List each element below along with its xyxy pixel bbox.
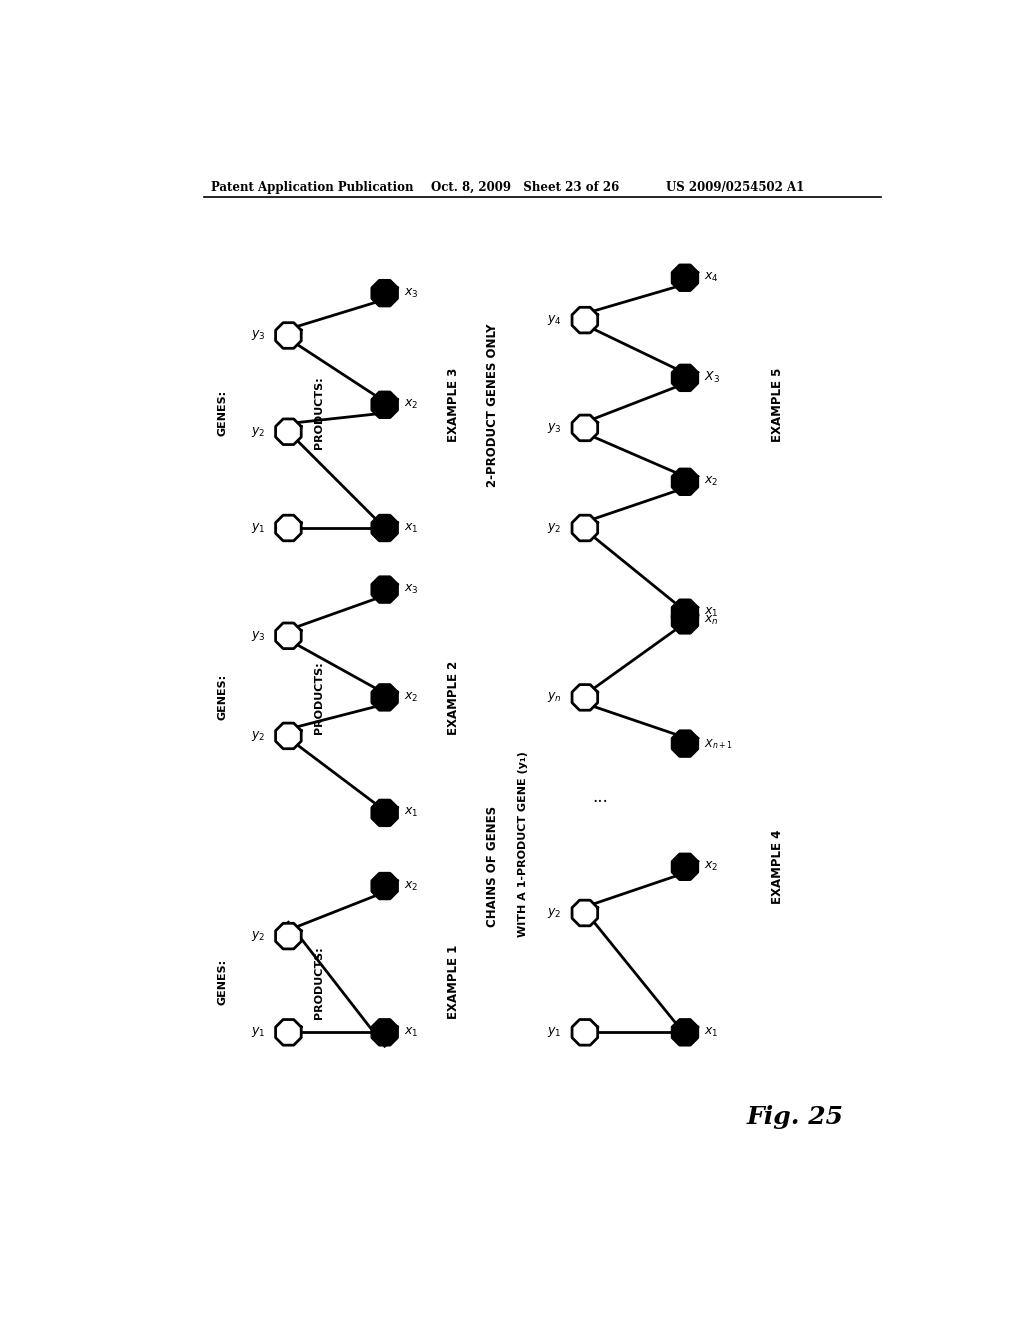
Text: $y_1$: $y_1$	[547, 1026, 562, 1039]
Text: US 2009/0254502 A1: US 2009/0254502 A1	[666, 181, 804, 194]
Polygon shape	[672, 731, 697, 756]
Polygon shape	[672, 854, 697, 879]
Polygon shape	[672, 607, 697, 634]
Polygon shape	[572, 685, 598, 710]
Polygon shape	[672, 1019, 697, 1045]
Polygon shape	[672, 599, 697, 626]
Polygon shape	[275, 723, 301, 748]
Text: EXAMPLE 5: EXAMPLE 5	[771, 367, 783, 442]
Text: CHAINS OF GENES: CHAINS OF GENES	[486, 807, 499, 928]
Text: $x_2$: $x_2$	[705, 861, 719, 874]
Text: $y_1$: $y_1$	[251, 521, 265, 535]
Text: 2-PRODUCT GENES ONLY: 2-PRODUCT GENES ONLY	[486, 323, 499, 487]
Text: $x_1$: $x_1$	[403, 521, 419, 535]
Text: $y_4$: $y_4$	[547, 313, 562, 327]
Polygon shape	[372, 874, 397, 899]
Text: $x_1$: $x_1$	[403, 807, 419, 820]
Polygon shape	[572, 308, 598, 333]
Text: $x_1$: $x_1$	[705, 606, 719, 619]
Polygon shape	[372, 800, 397, 826]
Text: $x_2$: $x_2$	[403, 690, 418, 704]
Polygon shape	[275, 418, 301, 445]
Text: EXAMPLE 4: EXAMPLE 4	[771, 829, 783, 904]
Polygon shape	[372, 515, 397, 541]
Text: $X_3$: $X_3$	[705, 371, 720, 385]
Text: $x_1$: $x_1$	[705, 1026, 719, 1039]
Polygon shape	[372, 685, 397, 710]
Text: PRODUCTS:: PRODUCTS:	[314, 946, 325, 1019]
Text: WITH A 1-PRODUCT GENE (y₁): WITH A 1-PRODUCT GENE (y₁)	[518, 751, 528, 937]
Text: $y_2$: $y_2$	[251, 929, 265, 942]
Polygon shape	[672, 366, 697, 391]
Polygon shape	[572, 515, 598, 541]
Polygon shape	[372, 577, 397, 602]
Polygon shape	[372, 392, 397, 417]
Text: $x_2$: $x_2$	[705, 475, 719, 488]
Text: PRODUCTS:: PRODUCTS:	[314, 376, 325, 449]
Text: EXAMPLE 3: EXAMPLE 3	[447, 368, 461, 442]
Text: GENES:: GENES:	[218, 389, 228, 436]
Text: $y_3$: $y_3$	[547, 421, 562, 434]
Polygon shape	[572, 900, 598, 925]
Text: $y_1$: $y_1$	[251, 1026, 265, 1039]
Text: $x_2$: $x_2$	[403, 879, 418, 892]
Text: $x_3$: $x_3$	[403, 583, 419, 597]
Text: $y_3$: $y_3$	[251, 329, 265, 342]
Text: $y_n$: $y_n$	[547, 690, 562, 705]
Text: $y_2$: $y_2$	[251, 729, 265, 743]
Polygon shape	[372, 1019, 397, 1045]
Text: GENES:: GENES:	[218, 675, 228, 721]
Text: $x_2$: $x_2$	[403, 399, 418, 412]
Text: $y_2$: $y_2$	[548, 521, 562, 535]
Text: Fig. 25: Fig. 25	[746, 1105, 844, 1129]
Polygon shape	[275, 515, 301, 541]
Text: GENES:: GENES:	[218, 960, 228, 1006]
Polygon shape	[275, 322, 301, 348]
Text: Patent Application Publication: Patent Application Publication	[211, 181, 414, 194]
Polygon shape	[372, 280, 397, 306]
Polygon shape	[672, 469, 697, 495]
Text: $X_{n+1}$: $X_{n+1}$	[705, 737, 733, 751]
Text: PRODUCTS:: PRODUCTS:	[314, 661, 325, 734]
Text: $y_2$: $y_2$	[251, 425, 265, 438]
Polygon shape	[275, 623, 301, 648]
Text: Oct. 8, 2009   Sheet 23 of 26: Oct. 8, 2009 Sheet 23 of 26	[431, 181, 620, 194]
Text: EXAMPLE 1: EXAMPLE 1	[447, 945, 461, 1019]
Polygon shape	[572, 414, 598, 441]
Text: ...: ...	[593, 789, 608, 807]
Polygon shape	[275, 923, 301, 949]
Polygon shape	[275, 1019, 301, 1045]
Text: EXAMPLE 2: EXAMPLE 2	[447, 660, 461, 734]
Polygon shape	[672, 265, 697, 290]
Text: $x_n$: $x_n$	[705, 614, 719, 627]
Text: $x_4$: $x_4$	[705, 271, 719, 284]
Text: $x_3$: $x_3$	[403, 286, 419, 300]
Polygon shape	[572, 1019, 598, 1045]
Text: $y_2$: $y_2$	[548, 906, 562, 920]
Text: $y_3$: $y_3$	[251, 628, 265, 643]
Text: $x_1$: $x_1$	[403, 1026, 419, 1039]
